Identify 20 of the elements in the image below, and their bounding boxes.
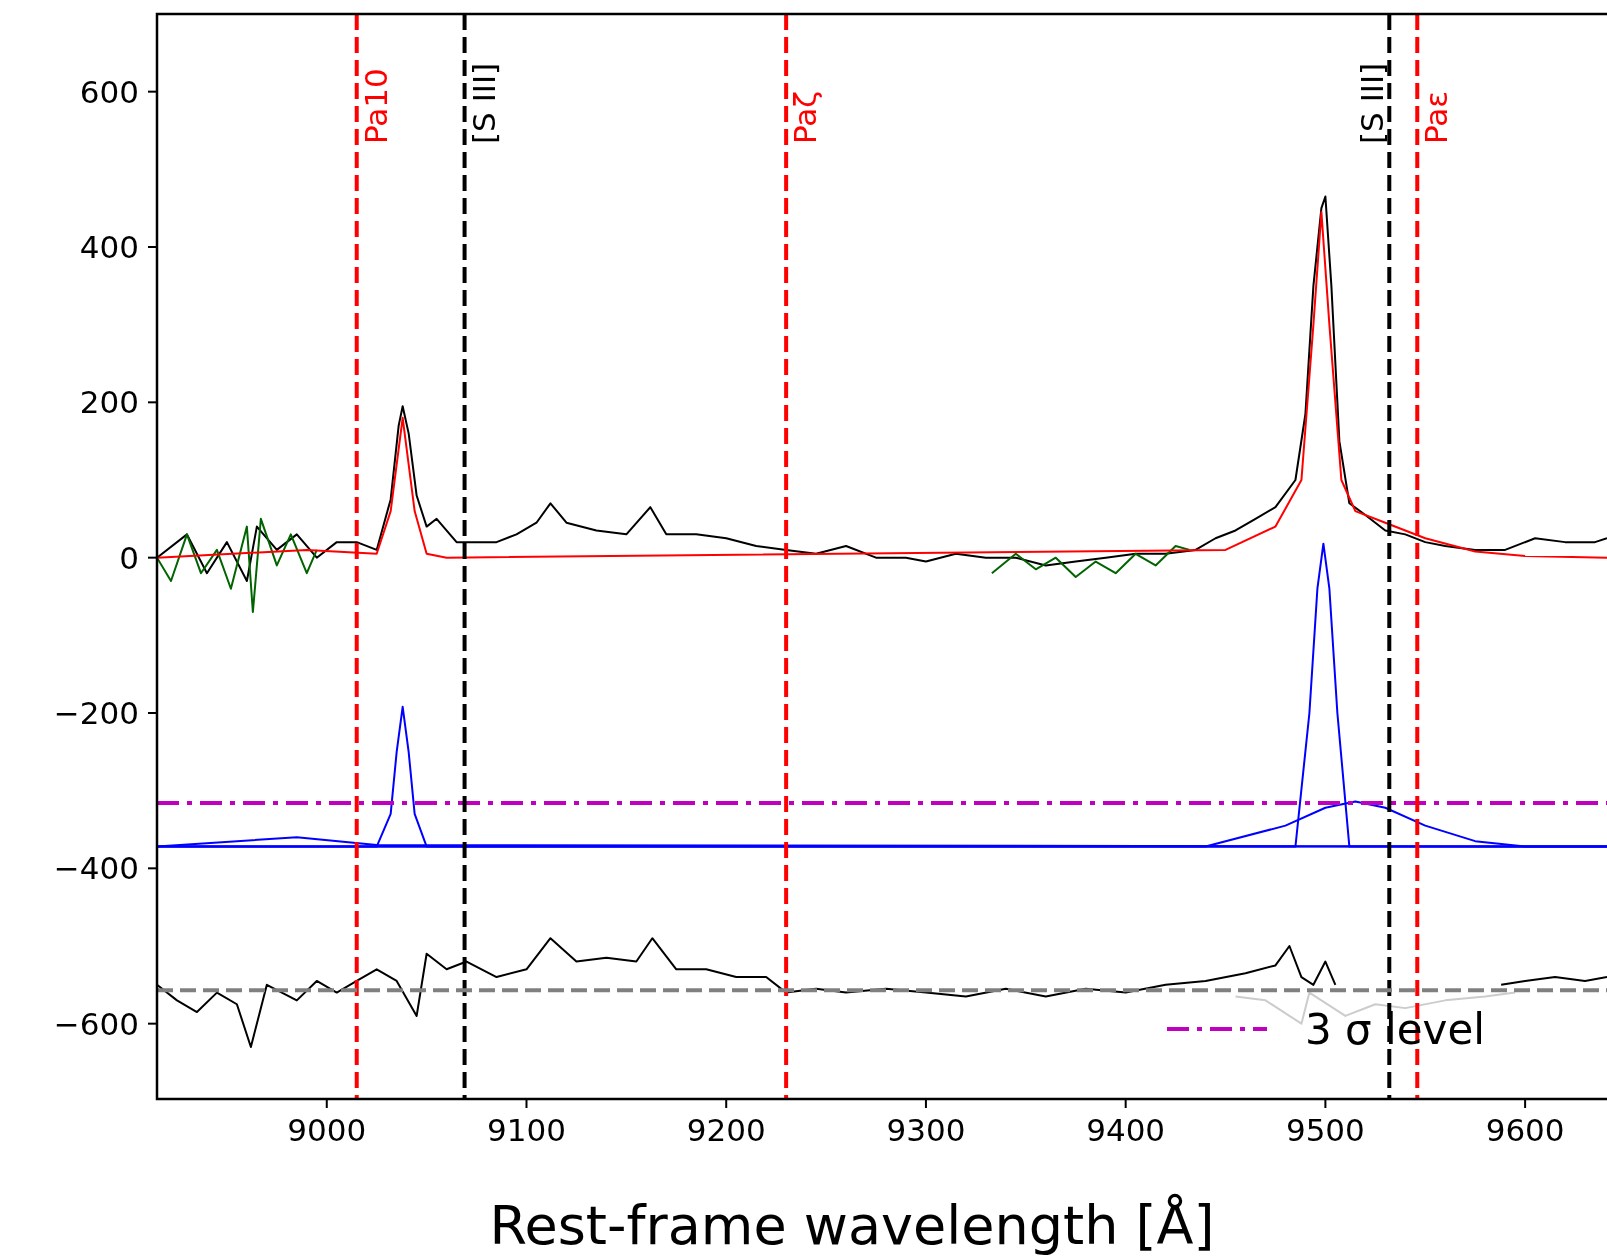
ref-line-label: Pa10 (357, 68, 394, 144)
y-tick-label: −200 (53, 695, 139, 731)
x-tick-label: 9500 (1285, 1112, 1365, 1148)
ref-line-label: Paζ (787, 90, 824, 144)
y-tick-label: 0 (119, 539, 139, 576)
x-tick-label: 9000 (287, 1112, 367, 1148)
x-tick-label: 9300 (886, 1112, 966, 1148)
y-tick-label: 400 (79, 229, 139, 265)
ref-line-label: Paε (1418, 90, 1455, 144)
x-tick-label: 9600 (1485, 1112, 1565, 1148)
ref-line-label: [S III] (1354, 62, 1391, 144)
ref-line-label: [S III] (465, 62, 502, 144)
y-tick-label: 200 (79, 384, 139, 421)
x-axis-title: Rest-frame wavelength [Å] (489, 1193, 1215, 1257)
x-tick-label: 9400 (1086, 1112, 1166, 1148)
y-tick-label: 600 (79, 73, 139, 110)
x-tick-label: 9100 (487, 1112, 566, 1148)
y-tick-label: −600 (53, 1005, 139, 1042)
y-tick-label: −400 (53, 850, 139, 887)
x-tick-label: 9200 (686, 1112, 766, 1148)
